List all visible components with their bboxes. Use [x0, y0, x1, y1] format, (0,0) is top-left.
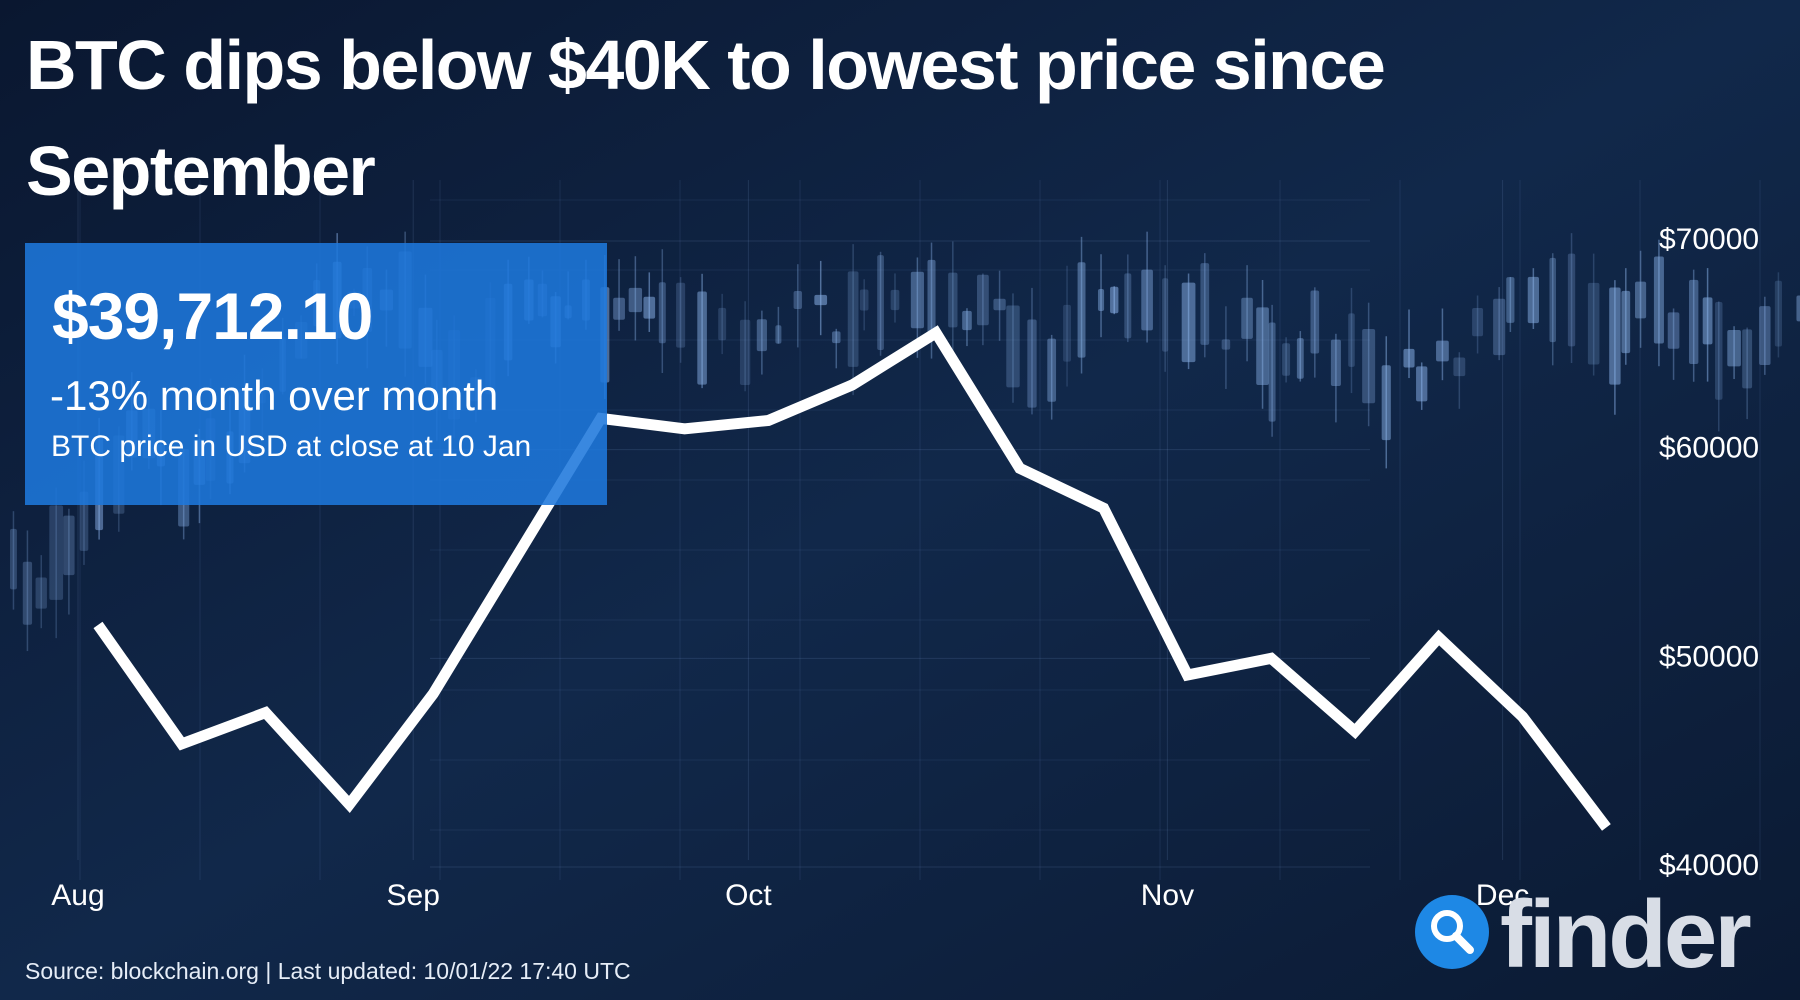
decor-candle [739, 319, 751, 386]
decor-candle [1688, 279, 1699, 364]
decor-candle [793, 291, 803, 309]
decor-candle [948, 272, 958, 328]
decor-candle [79, 491, 89, 551]
decor-candle [1282, 343, 1291, 376]
decor-candle [1436, 340, 1449, 362]
decor-candle [977, 274, 989, 326]
logo: finder [1500, 881, 1752, 988]
decor-candle [1774, 280, 1782, 347]
x-tick-label: Aug [51, 879, 104, 912]
decor-candle [1587, 282, 1600, 365]
x-tick-label: Oct [725, 879, 772, 912]
decor-candle [1381, 365, 1391, 441]
y-tick-label: $70000 [1659, 223, 1759, 256]
y-tick-label: $60000 [1659, 432, 1759, 465]
decor-candle [1493, 298, 1506, 356]
decor-candle [1416, 366, 1428, 402]
decor-candle [1403, 348, 1415, 368]
source: Source: blockchain.org | Last updated: 1… [25, 958, 631, 984]
decor-candle [1348, 313, 1355, 367]
decor-candle [1453, 357, 1466, 377]
decor-candle [1241, 297, 1253, 339]
decor-candle [1006, 305, 1020, 388]
decor-candle [35, 577, 47, 609]
decor-candle [847, 271, 859, 367]
decor-candle [63, 515, 75, 576]
decor-candle [1727, 330, 1741, 367]
note: BTC price in USD at close at 10 Jan [51, 430, 532, 463]
title: BTC dips below $40K to lowest price sinc… [26, 26, 1386, 210]
decor-candle [676, 282, 686, 348]
decor-candle [877, 255, 884, 350]
decor-candle [775, 325, 782, 344]
decor-candle [1609, 287, 1621, 385]
decor-candle [993, 298, 1006, 311]
decor-candle [1702, 297, 1713, 345]
logo-lens [1431, 910, 1463, 942]
price-box [25, 243, 607, 505]
plot: $40000 $50000 $60000 $70000 Aug Sep Oct Nov Dec [51, 180, 1759, 912]
decor-candle [697, 291, 707, 385]
decor-candle [1221, 339, 1231, 350]
decor-candle [832, 331, 841, 344]
decor-candle [10, 528, 17, 590]
decor-candle [1634, 281, 1647, 319]
x-tick-label: Nov [1141, 879, 1194, 912]
y-tick-label: $50000 [1659, 640, 1759, 673]
decor-candle [890, 289, 900, 311]
decor-candle [927, 259, 936, 341]
decor-candle [1200, 263, 1210, 345]
decor-candle [1141, 269, 1153, 331]
x-tick-label: Dec [1476, 879, 1529, 912]
y-tick-label: $40000 [1659, 849, 1759, 882]
decor-candle [1667, 312, 1680, 349]
decor-candle [814, 294, 828, 306]
decor-candle [628, 287, 643, 313]
decor-candle [1027, 319, 1037, 408]
decor-candle [1362, 329, 1376, 404]
x-tick-label: Sep [387, 879, 440, 912]
decor-candle [1077, 262, 1086, 358]
logo-badge [1415, 895, 1489, 969]
decor-candle [1047, 338, 1057, 402]
decor-candle [1621, 290, 1631, 354]
decor-candle [1110, 286, 1119, 314]
decor-candle [1162, 278, 1169, 352]
decor-candle [910, 271, 924, 329]
decor-candle [859, 289, 869, 311]
decor-candle [1124, 273, 1132, 339]
decor-candle [1653, 256, 1664, 344]
decor-candle [1796, 295, 1800, 322]
decor-candle [22, 561, 33, 625]
price: $39,712.10 [52, 279, 373, 353]
decor-candle [1330, 339, 1341, 386]
decor-candle [1759, 306, 1771, 366]
decor-candle [718, 307, 727, 341]
decor-candle [1715, 301, 1723, 400]
price-line [93, 325, 1611, 831]
decor-candle [756, 319, 767, 352]
decor-candle [49, 505, 64, 600]
change: -13% month over month [50, 372, 499, 419]
decor-candle [1268, 322, 1276, 422]
decor-candle [1063, 304, 1072, 362]
decor-candle [1549, 257, 1557, 343]
decor-candle [1310, 290, 1320, 354]
decor-candle [658, 282, 666, 344]
decor-candle [1472, 307, 1484, 337]
decor-candle [643, 296, 656, 319]
decor-candle [1506, 277, 1515, 323]
decor-candle [1527, 276, 1539, 324]
decor-candle [1742, 329, 1753, 389]
decor-candle [1097, 288, 1105, 312]
decor-candle [613, 297, 625, 320]
decor-candle [1296, 338, 1304, 379]
logo-handle [1452, 932, 1474, 954]
decor-candle [1567, 253, 1576, 347]
decor-candle [1181, 282, 1196, 363]
decor-candle [962, 310, 972, 331]
decor-candle [1256, 307, 1269, 385]
